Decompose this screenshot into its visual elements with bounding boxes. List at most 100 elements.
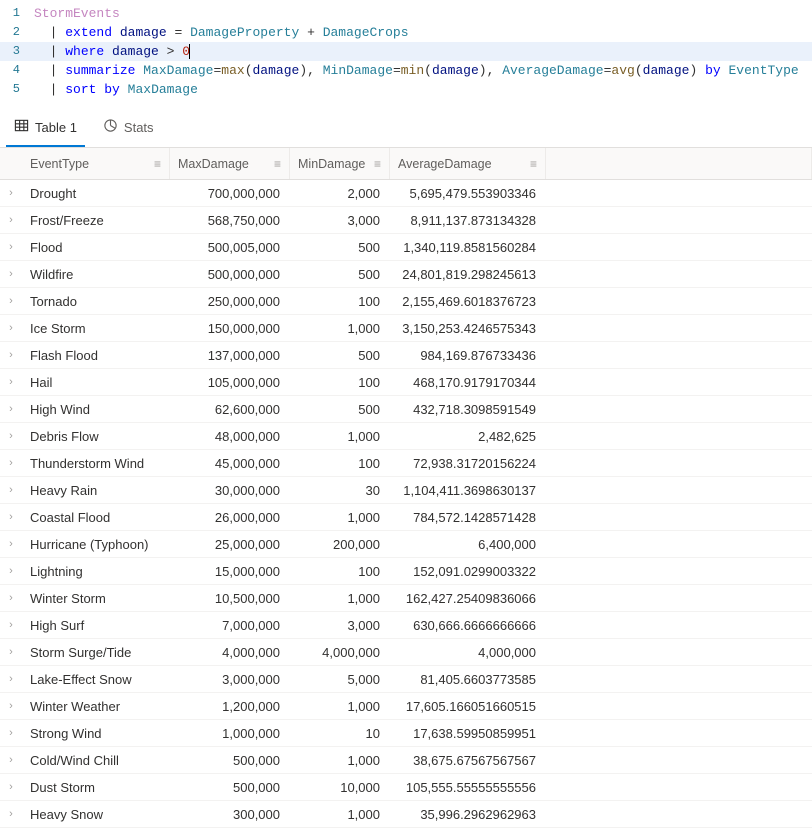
cell: 500 (290, 267, 390, 282)
line-number: 1 (0, 4, 34, 23)
cell: 30 (290, 483, 390, 498)
table-row[interactable]: ›Dust Storm500,00010,000105,555.55555555… (0, 774, 812, 801)
expand-row-icon[interactable]: › (0, 781, 22, 793)
expand-row-icon[interactable]: › (0, 538, 22, 550)
expand-row-icon[interactable]: › (0, 700, 22, 712)
tab-table[interactable]: Table 1 (6, 109, 85, 147)
table-row[interactable]: ›Hurricane (Typhoon)25,000,000200,0006,4… (0, 531, 812, 558)
tab-stats[interactable]: Stats (95, 109, 162, 147)
line-code[interactable]: | sort by MaxDamage (34, 80, 198, 99)
cell: 10,000 (290, 780, 390, 795)
table-row[interactable]: ›Heavy Rain30,000,000301,104,411.3698630… (0, 477, 812, 504)
editor-line[interactable]: 4 | summarize MaxDamage=max(damage), Min… (0, 61, 812, 80)
column-header-eventtype[interactable]: EventType ≡ (22, 148, 170, 179)
expand-row-icon[interactable]: › (0, 646, 22, 658)
line-number: 4 (0, 61, 34, 80)
expand-row-icon[interactable]: › (0, 187, 22, 199)
table-row[interactable]: ›Frost/Freeze568,750,0003,0008,911,137.8… (0, 207, 812, 234)
cell: 48,000,000 (170, 429, 290, 444)
table-row[interactable]: ›Storm Surge/Tide4,000,0004,000,0004,000… (0, 639, 812, 666)
expand-row-icon[interactable]: › (0, 241, 22, 253)
cell: 500 (290, 240, 390, 255)
table-row[interactable]: ›Winter Storm10,500,0001,000162,427.2540… (0, 585, 812, 612)
column-header-maxdamage[interactable]: MaxDamage ≡ (170, 148, 290, 179)
editor-line[interactable]: 3 | where damage > 0 (0, 42, 812, 61)
cell: 700,000,000 (170, 186, 290, 201)
line-code[interactable]: | summarize MaxDamage=max(damage), MinDa… (34, 61, 799, 80)
expand-row-icon[interactable]: › (0, 673, 22, 685)
column-menu-icon[interactable]: ≡ (374, 158, 381, 170)
cell: Wildfire (22, 267, 170, 282)
cell: 8,911,137.873134328 (390, 213, 546, 228)
table-row[interactable]: ›Hail105,000,000100468,170.9179170344 (0, 369, 812, 396)
expand-row-icon[interactable]: › (0, 403, 22, 415)
expand-row-icon[interactable]: › (0, 430, 22, 442)
cell: 500,000 (170, 780, 290, 795)
table-row[interactable]: ›High Surf7,000,0003,000630,666.66666666… (0, 612, 812, 639)
expand-row-icon[interactable]: › (0, 484, 22, 496)
line-code[interactable]: | extend damage = DamageProperty + Damag… (34, 23, 409, 42)
expand-row-icon[interactable]: › (0, 727, 22, 739)
table-row[interactable]: ›Winter Weather1,200,0001,00017,605.1660… (0, 693, 812, 720)
column-header-mindamage[interactable]: MinDamage ≡ (290, 148, 390, 179)
cell: Lake-Effect Snow (22, 672, 170, 687)
line-code[interactable]: StormEvents (34, 4, 120, 23)
expand-row-icon[interactable]: › (0, 592, 22, 604)
table-row[interactable]: ›Cold/Wind Chill500,0001,00038,675.67567… (0, 747, 812, 774)
cell: Hurricane (Typhoon) (22, 537, 170, 552)
cell: 3,000 (290, 618, 390, 633)
expand-row-icon[interactable]: › (0, 754, 22, 766)
table-row[interactable]: ›Heavy Snow300,0001,00035,996.2962962963 (0, 801, 812, 828)
table-row[interactable]: ›High Wind62,600,000500432,718.309859154… (0, 396, 812, 423)
editor-line[interactable]: 2 | extend damage = DamageProperty + Dam… (0, 23, 812, 42)
expand-row-icon[interactable]: › (0, 349, 22, 361)
expand-row-icon[interactable]: › (0, 808, 22, 820)
expand-row-icon[interactable]: › (0, 376, 22, 388)
column-header-empty (546, 148, 812, 179)
cell: Strong Wind (22, 726, 170, 741)
cell: 137,000,000 (170, 348, 290, 363)
cell: Tornado (22, 294, 170, 309)
cell: 250,000,000 (170, 294, 290, 309)
column-header-averagedamage[interactable]: AverageDamage ≡ (390, 148, 546, 179)
cell: 468,170.9179170344 (390, 375, 546, 390)
cell: Storm Surge/Tide (22, 645, 170, 660)
cell: 81,405.6603773585 (390, 672, 546, 687)
table-row[interactable]: ›Wildfire500,000,00050024,801,819.298245… (0, 261, 812, 288)
column-menu-icon[interactable]: ≡ (530, 158, 537, 170)
cell: 500 (290, 402, 390, 417)
code-editor[interactable]: 1StormEvents2 | extend damage = DamagePr… (0, 0, 812, 109)
line-code[interactable]: | where damage > 0 (34, 42, 190, 61)
cell: 1,000 (290, 753, 390, 768)
table-row[interactable]: ›Lake-Effect Snow3,000,0005,00081,405.66… (0, 666, 812, 693)
editor-line[interactable]: 5 | sort by MaxDamage (0, 80, 812, 99)
expand-row-icon[interactable]: › (0, 619, 22, 631)
table-row[interactable]: ›Thunderstorm Wind45,000,00010072,938.31… (0, 450, 812, 477)
table-row[interactable]: ›Strong Wind1,000,0001017,638.5995085995… (0, 720, 812, 747)
table-row[interactable]: ›Flood500,005,0005001,340,119.8581560284 (0, 234, 812, 261)
expand-row-icon[interactable]: › (0, 322, 22, 334)
cell: Debris Flow (22, 429, 170, 444)
table-row[interactable]: ›Drought700,000,0002,0005,695,479.553903… (0, 180, 812, 207)
table-row[interactable]: ›Debris Flow48,000,0001,0002,482,625 (0, 423, 812, 450)
cell: 1,000 (290, 321, 390, 336)
cell: 45,000,000 (170, 456, 290, 471)
table-row[interactable]: ›Lightning15,000,000100152,091.029900332… (0, 558, 812, 585)
editor-line[interactable]: 1StormEvents (0, 4, 812, 23)
expand-row-icon[interactable]: › (0, 457, 22, 469)
column-menu-icon[interactable]: ≡ (274, 158, 281, 170)
expand-row-icon[interactable]: › (0, 511, 22, 523)
expand-row-icon[interactable]: › (0, 565, 22, 577)
cell: 3,000,000 (170, 672, 290, 687)
cell: 6,400,000 (390, 537, 546, 552)
cell: Dust Storm (22, 780, 170, 795)
table-row[interactable]: ›Ice Storm150,000,0001,0003,150,253.4246… (0, 315, 812, 342)
table-row[interactable]: ›Coastal Flood26,000,0001,000784,572.142… (0, 504, 812, 531)
table-row[interactable]: ›Flash Flood137,000,000500984,169.876733… (0, 342, 812, 369)
expand-row-icon[interactable]: › (0, 214, 22, 226)
cell: 7,000,000 (170, 618, 290, 633)
column-menu-icon[interactable]: ≡ (154, 158, 161, 170)
expand-row-icon[interactable]: › (0, 295, 22, 307)
expand-row-icon[interactable]: › (0, 268, 22, 280)
table-row[interactable]: ›Tornado250,000,0001002,155,469.60183767… (0, 288, 812, 315)
